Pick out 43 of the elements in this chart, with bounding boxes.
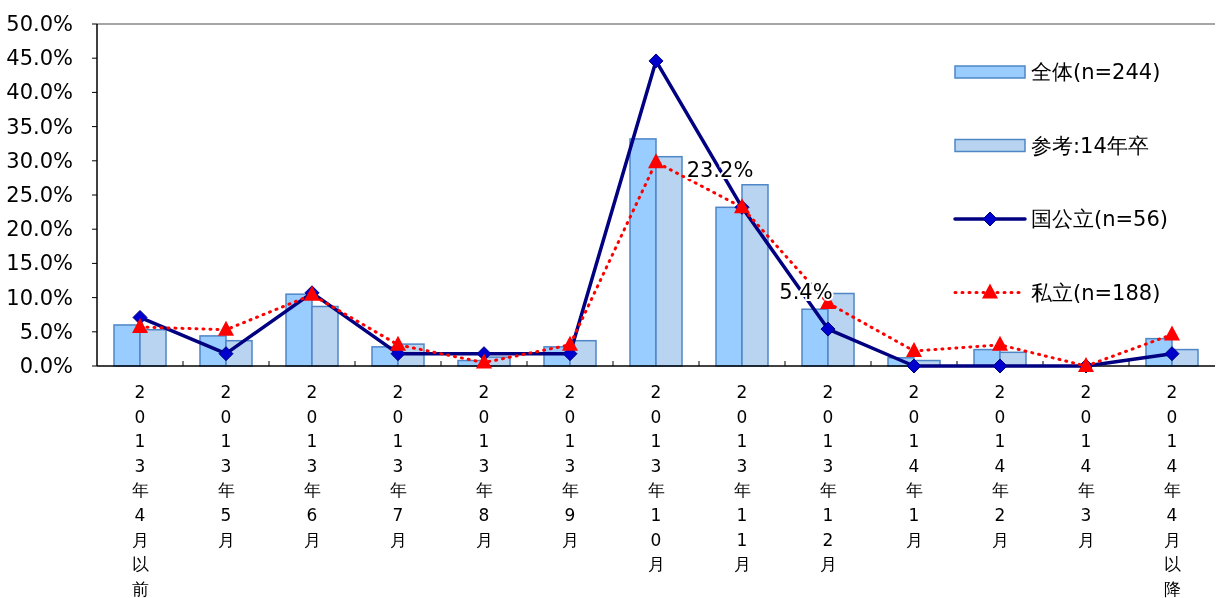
point bbox=[562, 335, 578, 351]
y-tick-label: 45.0% bbox=[6, 46, 73, 71]
y-tick-label: 40.0% bbox=[6, 80, 73, 105]
y-tick-label: 5.0% bbox=[19, 319, 73, 344]
x-tick-label: 2013年6月 bbox=[303, 382, 321, 550]
point bbox=[648, 153, 664, 169]
y-tick-label: 0.0% bbox=[19, 354, 73, 378]
x-tick-label: 2013年7月 bbox=[389, 382, 407, 550]
legend-label: 私立(n=188) bbox=[1031, 280, 1161, 305]
point bbox=[390, 335, 406, 351]
point bbox=[476, 353, 492, 369]
category-label: 2014年4月以降 bbox=[1163, 382, 1181, 598]
point bbox=[1164, 346, 1180, 362]
category-label: 2013年4月以前 bbox=[131, 382, 149, 598]
point bbox=[218, 320, 234, 336]
point bbox=[992, 335, 1008, 351]
y-tick-label: 20.0% bbox=[6, 217, 73, 242]
point bbox=[648, 53, 664, 69]
y-tick-label: 25.0% bbox=[6, 183, 73, 207]
point bbox=[906, 341, 922, 357]
x-tick-label: 2013年8月 bbox=[475, 382, 493, 550]
y-tick-label: 50.0% bbox=[6, 12, 73, 36]
point bbox=[992, 358, 1008, 374]
x-tick-label: 2013年5月 bbox=[217, 382, 235, 550]
point bbox=[820, 321, 836, 337]
x-tick-label: 2014年2月 bbox=[991, 382, 1009, 550]
point bbox=[218, 346, 234, 362]
y-tick-label: 10.0% bbox=[6, 285, 73, 310]
point bbox=[132, 318, 148, 334]
x-tick-label: 2013年10月 bbox=[647, 382, 665, 575]
x-tick-label: 2014年1月 bbox=[905, 382, 923, 550]
legend-label: 全体(n=244) bbox=[1031, 60, 1161, 84]
x-tick-label: 2013年9月 bbox=[561, 382, 579, 550]
x-tick-label: 2013年11月 bbox=[733, 382, 751, 575]
legend-label: 国公立(n=56) bbox=[1031, 207, 1169, 231]
point bbox=[906, 358, 922, 374]
y-tick-label: 35.0% bbox=[6, 114, 73, 139]
point bbox=[1164, 325, 1180, 341]
x-tick-label: 2014年3月 bbox=[1077, 382, 1095, 550]
legend-label: 参考:14年卒 bbox=[1031, 133, 1149, 158]
x-tick-label: 2013年12月 bbox=[819, 382, 837, 575]
y-tick-label: 30.0% bbox=[6, 148, 73, 173]
y-tick-label: 15.0% bbox=[6, 251, 73, 276]
